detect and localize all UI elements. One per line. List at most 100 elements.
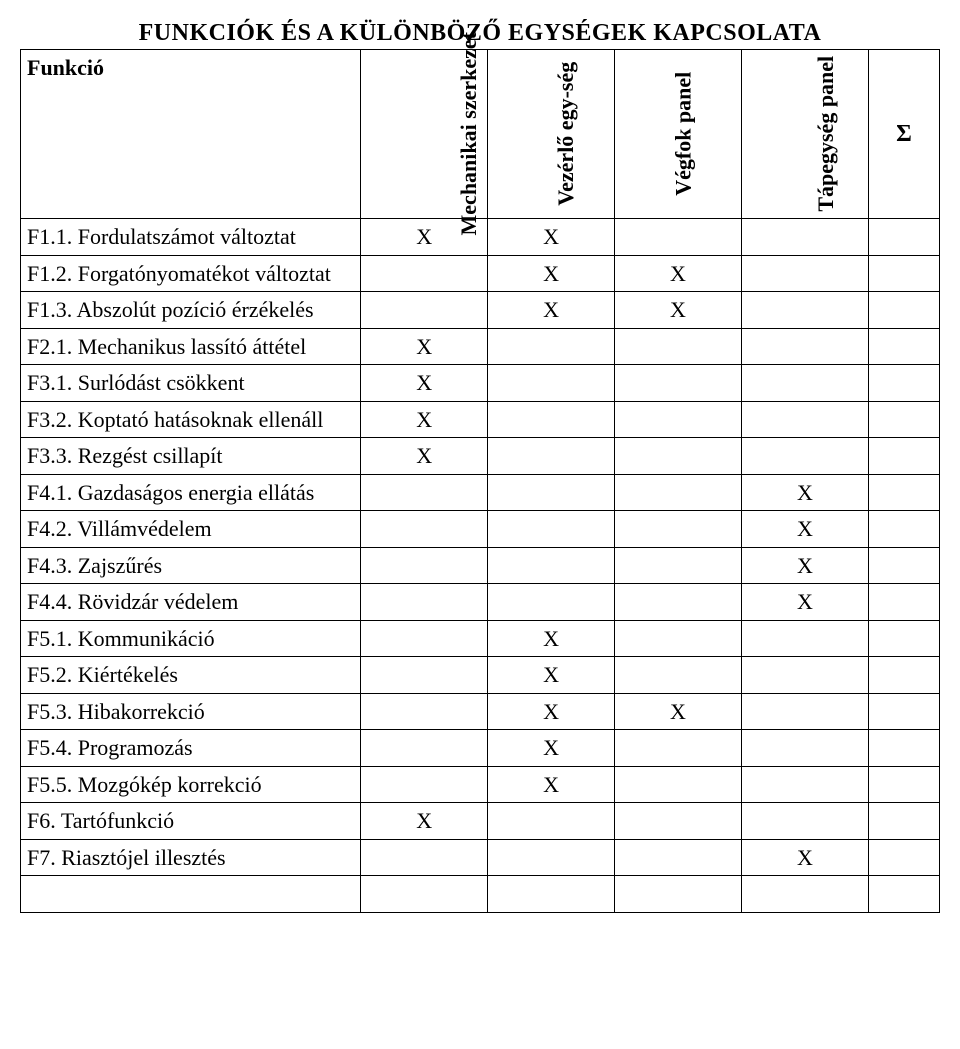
- cell: [615, 328, 742, 365]
- sigma-cell: [868, 438, 939, 475]
- cell: X: [361, 365, 488, 402]
- sigma-cell: [868, 584, 939, 621]
- cell: [615, 730, 742, 767]
- cell: [615, 839, 742, 876]
- table-row: F5.4. ProgramozásX: [21, 730, 940, 767]
- cell: [741, 730, 868, 767]
- functions-table: Funkció Mechanikai szerkezet Vezérlő egy…: [20, 49, 940, 913]
- cell: [361, 511, 488, 548]
- header-sigma: Σ: [868, 50, 939, 219]
- empty-cell: [21, 876, 361, 913]
- cell: [615, 401, 742, 438]
- cell: [741, 620, 868, 657]
- table-row: F5.3. HibakorrekcióXX: [21, 693, 940, 730]
- cell: [741, 657, 868, 694]
- row-label: F2.1. Mechanikus lassító áttétel: [21, 328, 361, 365]
- table-row: F7. Riasztójel illesztés X: [21, 839, 940, 876]
- row-label: F3.2. Koptató hatásoknak ellenáll: [21, 401, 361, 438]
- table-row: F2.1. Mechanikus lassító áttételX: [21, 328, 940, 365]
- table-row: F4.2. VillámvédelemX: [21, 511, 940, 548]
- cell: [361, 657, 488, 694]
- cell: [361, 292, 488, 329]
- sigma-cell: [868, 766, 939, 803]
- cell: X: [488, 255, 615, 292]
- cell: [741, 766, 868, 803]
- empty-cell: [868, 876, 939, 913]
- sigma-cell: [868, 511, 939, 548]
- cell: [488, 474, 615, 511]
- cell: [741, 255, 868, 292]
- row-label: F5.4. Programozás: [21, 730, 361, 767]
- header-func: Funkció: [21, 50, 361, 219]
- cell: X: [615, 255, 742, 292]
- sigma-cell: [868, 328, 939, 365]
- cell: [615, 438, 742, 475]
- cell: [615, 474, 742, 511]
- cell: X: [741, 547, 868, 584]
- row-label: F1.3. Abszolút pozíció érzékelés: [21, 292, 361, 329]
- row-label: F7. Riasztójel illesztés: [21, 839, 361, 876]
- sigma-cell: [868, 219, 939, 256]
- cell: X: [615, 292, 742, 329]
- cell: [741, 438, 868, 475]
- cell: X: [741, 839, 868, 876]
- header-col-3: Tápegység panel: [741, 50, 868, 219]
- empty-cell: [741, 876, 868, 913]
- cell: [361, 730, 488, 767]
- row-label: F3.1. Surlódást csökkent: [21, 365, 361, 402]
- sigma-cell: [868, 693, 939, 730]
- row-label: F5.3. Hibakorrekció: [21, 693, 361, 730]
- row-label: F4.3. Zajszűrés: [21, 547, 361, 584]
- cell: [741, 292, 868, 329]
- cell: X: [488, 620, 615, 657]
- row-label: F5.1. Kommunikáció: [21, 620, 361, 657]
- empty-cell: [615, 876, 742, 913]
- cell: [361, 693, 488, 730]
- cell: [741, 365, 868, 402]
- row-label: F5.2. Kiértékelés: [21, 657, 361, 694]
- table-row: F4.1. Gazdaságos energia ellátásX: [21, 474, 940, 511]
- header-col-2: Végfok panel: [615, 50, 742, 219]
- cell: X: [361, 401, 488, 438]
- sigma-cell: [868, 365, 939, 402]
- cell: [615, 620, 742, 657]
- cell: [488, 839, 615, 876]
- table-row: F1.3. Abszolút pozíció érzékelés XX: [21, 292, 940, 329]
- table-row: F6. TartófunkcióX: [21, 803, 940, 840]
- cell: X: [361, 438, 488, 475]
- cell: [741, 328, 868, 365]
- empty-cell: [361, 876, 488, 913]
- sigma-cell: [868, 255, 939, 292]
- cell: [361, 547, 488, 584]
- cell: X: [361, 328, 488, 365]
- cell: [615, 657, 742, 694]
- cell: [361, 474, 488, 511]
- cell: [488, 365, 615, 402]
- cell: X: [488, 292, 615, 329]
- cell: [488, 401, 615, 438]
- cell: [615, 584, 742, 621]
- table-row: F1.2. Forgatónyomatékot változtatXX: [21, 255, 940, 292]
- table-row: F4.4. Rövidzár védelemX: [21, 584, 940, 621]
- cell: [615, 766, 742, 803]
- sigma-cell: [868, 657, 939, 694]
- sigma-cell: [868, 474, 939, 511]
- cell: [361, 255, 488, 292]
- cell: X: [741, 584, 868, 621]
- cell: [488, 438, 615, 475]
- cell: [615, 547, 742, 584]
- cell: [741, 401, 868, 438]
- sigma-cell: [868, 547, 939, 584]
- cell: X: [741, 511, 868, 548]
- table-row: F3.2. Koptató hatásoknak ellenállX: [21, 401, 940, 438]
- table-row-empty: [21, 876, 940, 913]
- cell: [741, 693, 868, 730]
- cell: [361, 620, 488, 657]
- cell: X: [488, 693, 615, 730]
- row-label: F1.1. Fordulatszámot változtat: [21, 219, 361, 256]
- row-label: F5.5. Mozgókép korrekció: [21, 766, 361, 803]
- sigma-cell: [868, 730, 939, 767]
- cell: [488, 803, 615, 840]
- header-col-0: Mechanikai szerkezet: [361, 50, 488, 219]
- cell: [615, 219, 742, 256]
